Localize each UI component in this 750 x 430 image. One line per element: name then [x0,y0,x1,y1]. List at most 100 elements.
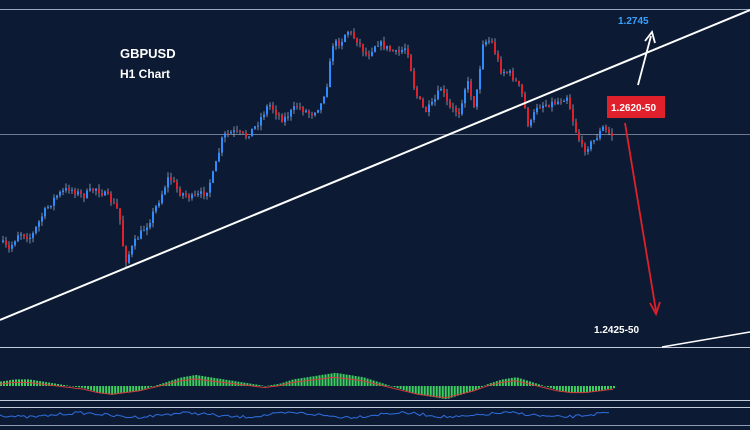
macd-bar [411,386,414,393]
macd-bar [564,386,567,392]
macd-bar [504,378,507,386]
candle-bull [233,130,235,133]
candle-bear [227,133,229,135]
macd-bar [192,375,195,386]
macd-bar [540,385,543,386]
candle-bear [605,126,607,130]
candle-bear [515,79,517,81]
macd-bar [354,376,357,386]
candle-bull [428,104,430,112]
candle-bull [503,71,505,74]
macd-bar [321,374,324,386]
macd-bar [561,386,564,392]
macd-bar [333,372,336,386]
macd-bar [72,386,75,387]
macd-bar [417,386,420,395]
candle-bear [362,44,364,52]
candle-bear [521,84,523,94]
macd-bar [75,386,78,387]
candle-bull [59,192,61,196]
candle-bear [524,93,526,109]
candle-bull [284,116,286,123]
candle-bull [152,211,154,223]
macd-bar [528,381,531,386]
down-arrow [624,122,661,317]
macd-bar [141,386,144,390]
macd-bar [330,373,333,386]
macd-bar [555,386,558,390]
candle-bear [239,130,241,132]
candle-bull [149,223,151,228]
macd-bar [579,386,582,393]
candle-bull [542,105,544,108]
candle-bear [584,143,586,152]
macd-bar [87,386,90,390]
macd-bar [78,386,81,388]
candle-bull [536,107,538,113]
macd-bar [607,386,609,390]
candle-bull [326,87,328,97]
candle-bull [269,105,271,107]
macd-bar [432,386,435,398]
candle-bull [248,136,250,138]
candle-bull [563,101,565,102]
target-up-label: 1.2745 [618,16,649,27]
macd-bar [375,381,378,386]
candle-bear [26,236,28,239]
macd-bar [147,386,150,388]
macd-bar [312,376,315,386]
candle-bear [170,177,172,181]
macd-bar [420,386,423,396]
candle-bull [218,152,220,162]
candle-bull [224,133,226,138]
oscillator-line [0,410,610,419]
macd-bar [586,386,588,393]
candle-bull [320,103,322,110]
macd-bar [396,386,399,389]
macd-bar [51,383,54,386]
target-down-label: 1.2425-50 [594,325,639,336]
macd-signal-line [0,376,614,399]
macd-bar [363,377,366,386]
candle-bear [350,31,352,33]
candle-bear [506,71,508,73]
macd-bar [414,386,417,394]
macd-bar [598,386,600,391]
candle-bear [527,108,529,126]
candle-bull [164,187,166,195]
up-arrow [637,30,656,86]
macd-bar [444,386,447,399]
candle-bull [533,112,535,120]
macd-bar [507,378,510,386]
candle-bear [407,48,409,55]
candle-bull [323,96,325,104]
macd-bar [441,386,444,399]
macd-bar [613,386,615,389]
macd-bar [201,376,204,386]
candle-bull [11,244,13,249]
macd-bar [483,385,486,387]
candle-bear [185,193,187,196]
candle-bull [143,230,145,232]
candle-bear [383,41,385,49]
candle-bull [32,233,34,238]
candle-bull [332,46,334,62]
macd-bar [480,386,483,387]
candle-bull [254,126,256,129]
candle-bull [341,41,343,46]
macd-bar [595,386,597,391]
candle-bull [401,50,403,53]
candle-bull [41,216,43,222]
macd-bar [477,386,480,389]
candle-bear [107,191,109,194]
candle-bear [83,193,85,199]
candle-bull [479,68,481,90]
candle-bull [431,101,433,105]
macd-bar [81,386,84,388]
candle-bear [497,53,499,60]
candle-bear [281,115,283,123]
macd-bar [348,375,351,386]
macd-bar [102,386,105,394]
macd-bar [66,385,69,386]
